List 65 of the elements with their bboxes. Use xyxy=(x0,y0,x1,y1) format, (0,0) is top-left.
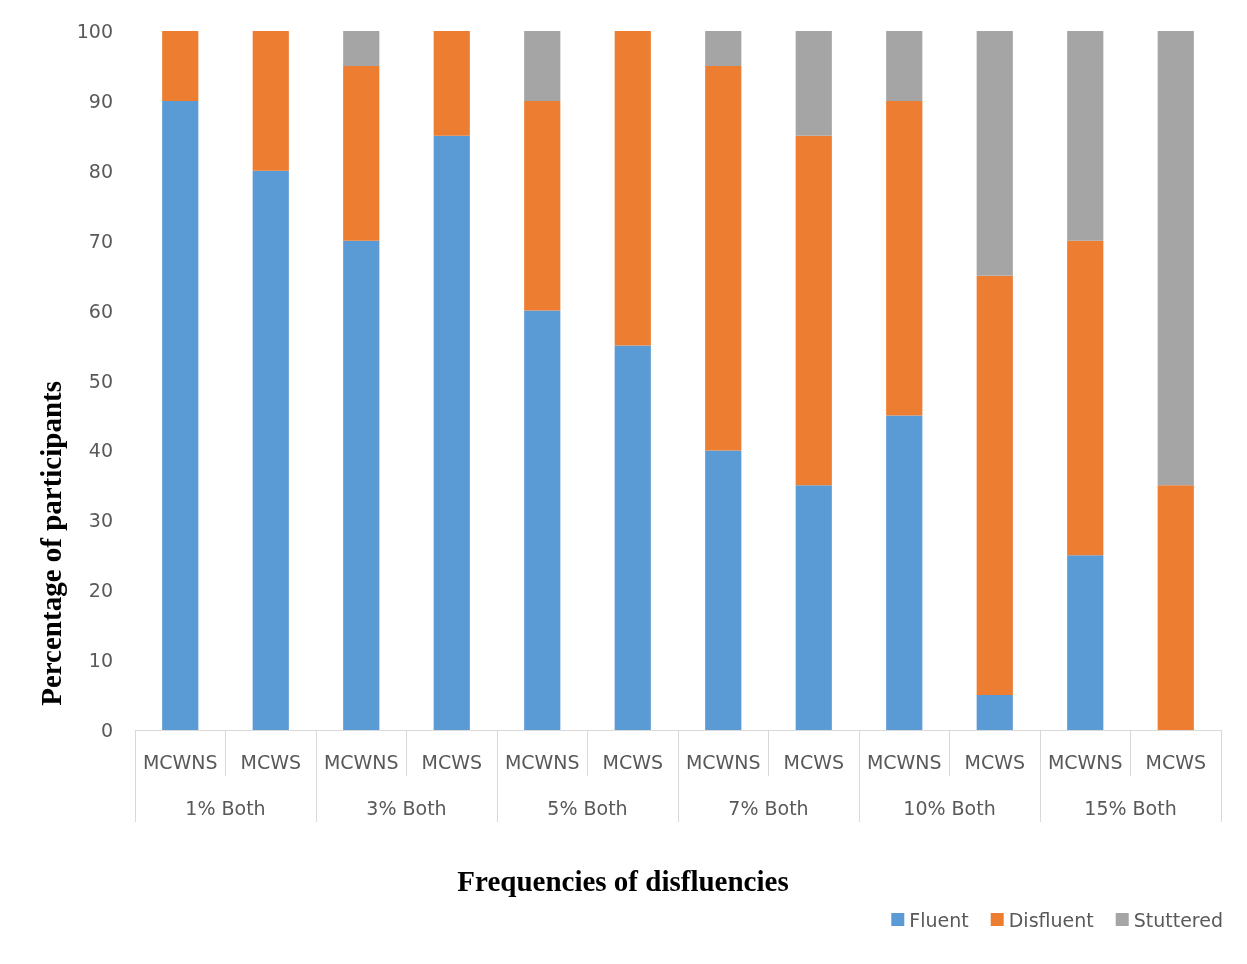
legend-label: Disfluent xyxy=(1008,908,1094,931)
x-tick-label: MCWNS xyxy=(323,750,399,773)
y-tick-label: 100 xyxy=(76,20,113,42)
bar xyxy=(252,31,289,171)
x-tick-label: MCWNS xyxy=(504,750,580,773)
x-tick-label: MCWS xyxy=(783,750,845,773)
text: 5% Both xyxy=(547,796,628,819)
legend-label: Stuttered xyxy=(1133,908,1224,931)
bar xyxy=(252,170,289,730)
x-tick-label: MCWNS xyxy=(866,750,942,773)
bar xyxy=(795,485,832,730)
text: 10% Both xyxy=(903,796,996,819)
bar xyxy=(162,100,199,730)
bar xyxy=(524,100,561,311)
text: 15% Both xyxy=(1084,796,1177,819)
bar xyxy=(795,31,832,136)
y-tick-label: 40 xyxy=(88,439,113,462)
bar xyxy=(705,31,742,66)
bar xyxy=(614,345,651,730)
x-axis-title: Frequencies of disfluencies xyxy=(457,864,789,897)
y-tick-label: 90 xyxy=(88,89,113,112)
x-tick-label: MCWS xyxy=(964,750,1026,773)
bar xyxy=(1157,485,1194,730)
bar xyxy=(886,415,923,730)
text: 1% Both xyxy=(185,796,266,819)
y-tick-label: 0 xyxy=(100,719,113,741)
y-tick-label: 60 xyxy=(88,299,113,322)
x-tick-label: MCWNS xyxy=(685,750,761,773)
bar xyxy=(524,31,561,101)
x-tick-label: MCWS xyxy=(1145,750,1207,773)
y-tick-label: 50 xyxy=(88,369,113,392)
bar xyxy=(886,100,923,416)
y-tick-label: 80 xyxy=(88,159,113,182)
bar xyxy=(1067,31,1104,241)
bar xyxy=(705,65,742,451)
bar xyxy=(976,275,1013,696)
y-tick-label: 20 xyxy=(88,579,113,602)
bar xyxy=(162,31,199,101)
y-axis-title: Percentage of participants xyxy=(34,380,67,706)
bar xyxy=(1067,240,1104,556)
bar xyxy=(614,31,651,346)
bar xyxy=(343,65,380,241)
bar xyxy=(976,695,1013,730)
x-tick-label: MCWS xyxy=(602,750,664,773)
y-tick-label: 70 xyxy=(88,229,113,252)
legend-label: Fluent xyxy=(909,908,969,931)
text: 7% Both xyxy=(728,796,809,819)
bar xyxy=(705,450,742,730)
x-tick-label: MCWNS xyxy=(142,750,218,773)
x-tick-label: MCWNS xyxy=(1047,750,1123,773)
bar xyxy=(433,31,470,136)
bar xyxy=(1067,555,1104,730)
bar xyxy=(795,135,832,486)
x-tick-label: MCWS xyxy=(421,750,483,773)
x-tick-label: MCWS xyxy=(240,750,302,773)
bar xyxy=(1157,31,1194,486)
bar xyxy=(343,240,380,730)
bar xyxy=(433,135,470,730)
bar xyxy=(524,310,561,730)
text: 3% Both xyxy=(366,796,447,819)
y-tick-label: 30 xyxy=(88,509,113,532)
bar xyxy=(343,31,380,66)
bar xyxy=(886,31,923,101)
y-tick-label: 10 xyxy=(88,649,113,672)
bar xyxy=(976,31,1013,276)
